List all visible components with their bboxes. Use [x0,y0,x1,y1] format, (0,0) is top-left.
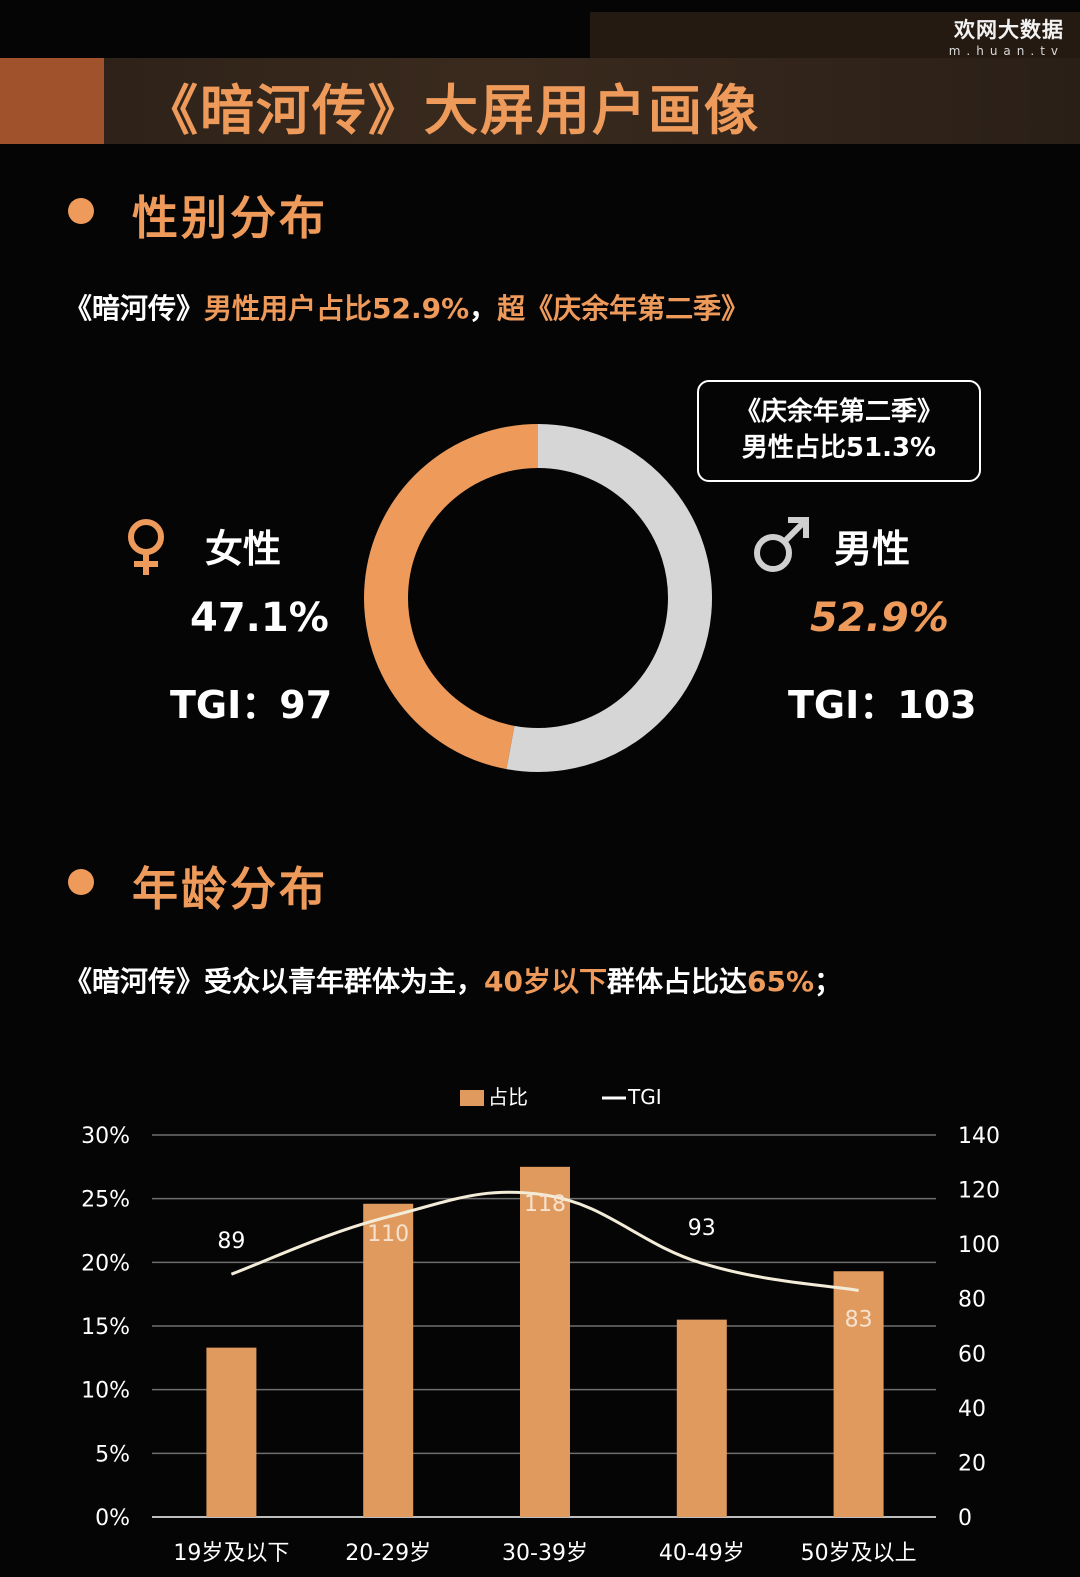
donut-slice-male [506,424,712,772]
right-axis-tick: 60 [958,1342,986,1367]
section-bullet [68,198,94,224]
header-top-strip [590,12,1080,58]
left-axis-tick: 0% [95,1506,130,1531]
tgi-line-path [230,1190,859,1293]
subtitle-part: 65% [747,965,815,998]
left-axis-tick: 10% [81,1379,130,1404]
male-icon [754,517,809,572]
section-bullet [68,869,94,895]
tgi-data-label: 93 [688,1216,716,1241]
x-axis-tick: 40-49岁 [659,1541,745,1566]
right-axis-tick: 120 [958,1179,1000,1204]
female-tgi: TGI：97 [170,683,333,727]
legend-label-line: TGI [627,1085,662,1109]
left-axis-tick: 5% [95,1442,130,1467]
right-axis-tick: 20 [958,1451,986,1476]
gender-subtitle: 《暗河传》男性用户占比52.9%，超《庆余年第二季》 [64,287,749,327]
right-axis-tick: 0 [958,1506,972,1531]
male-tgi: TGI：103 [788,683,977,727]
age-distribution-chart: 占比 TGI 0% 5% 10% 15% 20% 25% 30% 0 20 40 60 80 100 12… [81,1085,1000,1566]
subtitle-part: 40岁以下 [484,965,607,998]
legend-label-bar: 占比 [488,1085,528,1109]
bar [363,1203,414,1517]
subtitle-part: 超《庆余年第二季》 [497,292,750,325]
right-axis-tick: 80 [958,1288,986,1313]
bar [520,1166,570,1517]
page-title: 《暗河传》大屏用户画像 [144,79,760,142]
female-label: 女性 [205,527,282,571]
male-label: 男性 [834,527,911,571]
left-axis-tick: 25% [81,1188,130,1213]
brand-logo: 欢网大数据 m.huan.tv [949,14,1064,58]
x-axis-tick: 20-29岁 [345,1541,431,1566]
gender-section-title: 性别分布 [132,191,328,245]
x-axis-tick: 19岁及以下 [173,1541,289,1566]
left-axis-tick: 20% [81,1251,130,1276]
male-percentage: 52.9% [810,595,949,641]
header-bar [0,58,1080,144]
female-icon [128,519,164,575]
tgi-data-label: 89 [217,1229,245,1254]
subtitle-part: ； [814,965,843,998]
brand-url: m.huan.tv [948,44,1064,58]
female-percentage: 47.1% [190,595,329,641]
brand-name: 欢网大数据 [954,18,1064,42]
donut-slice-female [364,424,539,770]
bar [833,1271,884,1517]
comparison-callout: 《庆余年第二季》 男性占比51.3% [697,380,981,482]
age-section-title: 年龄分布 [132,862,328,916]
bar [676,1319,727,1517]
right-axis-tick: 100 [958,1233,1000,1258]
callout-title: 《庆余年第二季》 [734,397,943,427]
tgi-data-label: 83 [845,1308,873,1333]
header-accent-tab [0,58,104,144]
right-axis-tick: 40 [958,1397,986,1422]
subtitle-part: 群体占比达 [606,965,747,998]
legend-swatch-bar [460,1090,484,1106]
callout-value: 男性占比51.3% [741,433,937,463]
subtitle-part: 男性用户占比52.9% [204,292,470,325]
subtitle-part: ， [469,292,498,325]
age-subtitle: 《暗河传》受众以青年群体为主，40岁以下群体占比达65%； [64,960,842,1000]
gender-donut-chart [364,424,712,772]
subtitle-part: 《暗河传》受众以青年群体为主， [64,965,485,998]
tgi-data-label: 118 [524,1192,566,1217]
left-axis-tick: 15% [81,1315,130,1340]
right-axis-tick: 140 [958,1124,1000,1149]
left-axis-tick: 30% [81,1124,130,1149]
x-axis-tick: 30-39岁 [502,1541,588,1566]
bar [206,1347,257,1517]
subtitle-part: 《暗河传》 [64,292,205,325]
x-axis-tick: 50岁及以上 [801,1541,917,1566]
tgi-data-label: 110 [367,1222,409,1247]
